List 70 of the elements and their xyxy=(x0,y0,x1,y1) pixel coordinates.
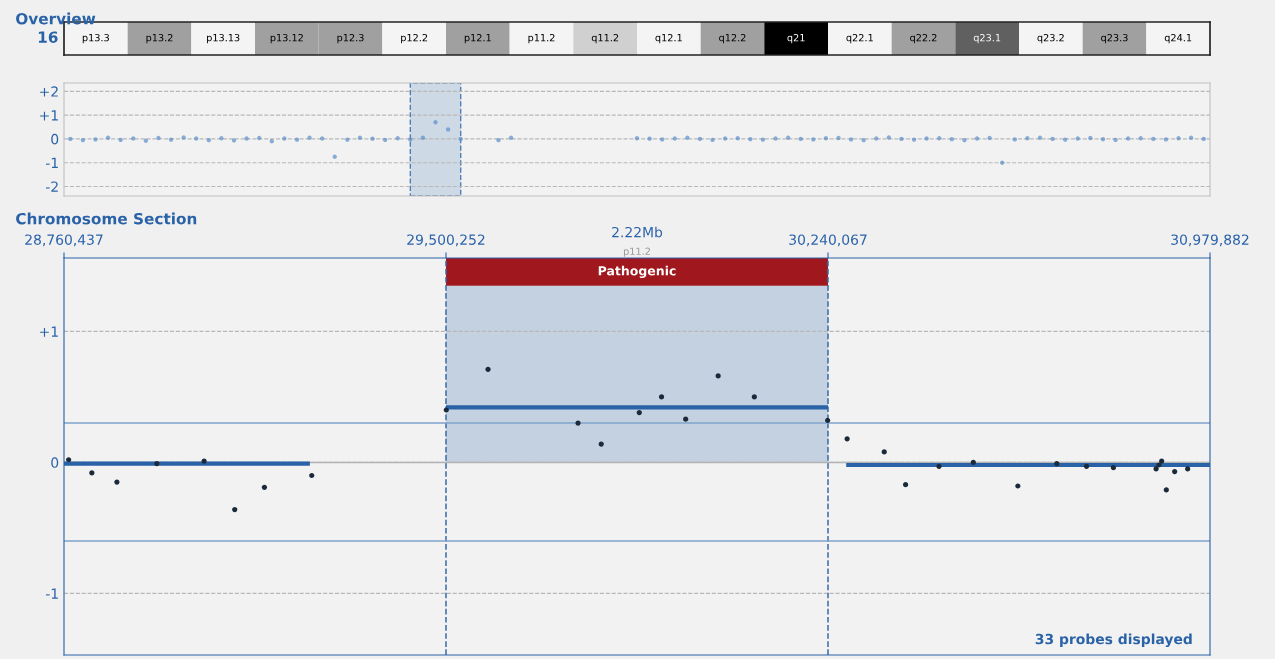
category-label: q23.2 xyxy=(1037,33,1064,44)
point xyxy=(636,410,642,416)
point xyxy=(66,457,72,463)
point xyxy=(485,366,491,372)
category-label: p11.2 xyxy=(528,33,555,44)
point xyxy=(1083,463,1090,469)
category-label: q22.1 xyxy=(846,33,873,44)
text: 2.22Mb xyxy=(612,226,663,238)
point xyxy=(1054,461,1060,467)
point xyxy=(598,441,604,447)
y-tick-label: 0 xyxy=(51,133,59,145)
point xyxy=(1153,466,1159,472)
point xyxy=(844,436,850,442)
annotation: 33 probes displayed xyxy=(1035,633,1192,648)
x-tick-label: 30,240,067 xyxy=(789,234,867,247)
category-label: p13.2 xyxy=(146,33,173,44)
y-tick-label: +1 xyxy=(40,326,58,337)
y-tick-label: +1 xyxy=(40,110,58,121)
x-tick-label: 30,979,882 xyxy=(1171,234,1249,247)
point xyxy=(936,463,942,469)
band-label: Pathogenic xyxy=(598,265,676,278)
point xyxy=(970,459,976,465)
category-label: p13.12 xyxy=(270,33,303,44)
point xyxy=(1163,487,1169,493)
category-label: q11.2 xyxy=(591,33,619,44)
point xyxy=(309,472,315,479)
point xyxy=(751,394,757,400)
y-tick-label: +2 xyxy=(40,86,58,97)
category-label: q23.3 xyxy=(1101,33,1128,44)
point xyxy=(443,407,449,413)
point xyxy=(1185,466,1191,472)
y-tick-label: -1 xyxy=(45,157,58,168)
text: Overview xyxy=(16,12,96,25)
category-label: q23.1 xyxy=(973,33,1001,44)
point xyxy=(658,394,665,400)
category-label: q24.1 xyxy=(1164,33,1192,44)
category-label: p12.2 xyxy=(401,33,428,44)
point xyxy=(1159,458,1165,464)
category-label: p13.3 xyxy=(82,33,109,44)
category-label: p12.1 xyxy=(464,33,491,44)
category-label: q22.2 xyxy=(910,33,937,44)
point xyxy=(1015,483,1021,489)
category-label: p12.3 xyxy=(337,33,364,44)
chart-title: Chromosome Section xyxy=(16,212,197,225)
point xyxy=(1156,462,1162,468)
point xyxy=(261,484,268,490)
point xyxy=(825,417,831,424)
point xyxy=(201,458,207,464)
point xyxy=(715,373,721,379)
category-label: q21 xyxy=(787,33,805,44)
point xyxy=(902,482,909,488)
x-tick-label: 29,500,252 xyxy=(407,234,485,247)
y-tick-label: -2 xyxy=(45,181,58,192)
point xyxy=(683,416,689,422)
y-tick-label: 0 xyxy=(51,457,59,468)
point xyxy=(89,470,95,476)
point xyxy=(232,506,238,513)
category-label: p13.13 xyxy=(207,33,240,44)
point xyxy=(154,461,160,467)
category-label: q12.2 xyxy=(719,33,746,44)
y-tick-label: -1 xyxy=(45,588,58,599)
point xyxy=(1110,465,1117,471)
text: 16 xyxy=(38,31,58,43)
point xyxy=(1172,468,1178,475)
point xyxy=(114,479,120,485)
x-tick-label: 28,760,437 xyxy=(25,234,103,247)
category-label: q12.1 xyxy=(655,33,682,44)
text: p11.2 xyxy=(623,247,650,257)
point xyxy=(575,420,581,426)
point xyxy=(881,449,887,455)
